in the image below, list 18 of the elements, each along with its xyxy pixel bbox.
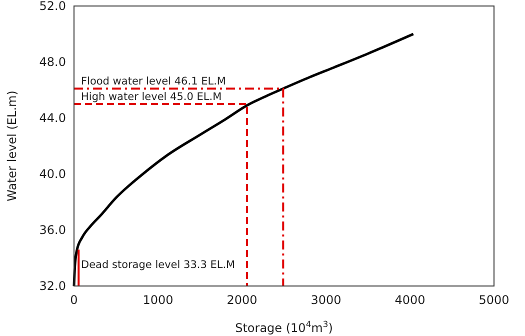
x-tick-label: 1000: [142, 293, 174, 307]
x-tick-label: 2000: [226, 293, 258, 307]
y-tick-label: 32.0: [39, 279, 66, 293]
x-tick-label: 0: [70, 293, 78, 307]
line-series: [72, 32, 415, 288]
y-tick-label: 36.0: [39, 223, 66, 237]
x-tick-label: 4000: [394, 293, 426, 307]
x-tick-label: 5000: [478, 293, 510, 307]
x-axis-title: Storage (10$^{4}$m$^{3}$): [235, 319, 333, 335]
y-tick-label: 40.0: [39, 167, 66, 181]
y-tick-label: 52.0: [39, 0, 66, 13]
annotation: Dead storage level 33.3 EL.M: [81, 259, 236, 271]
y-tick-label: 48.0: [39, 55, 66, 69]
x-tick-label: 3000: [310, 293, 342, 307]
annotation: Flood water level 46.1 EL.M: [81, 76, 226, 88]
annotation: High water level 45.0 EL.M: [81, 91, 222, 103]
y-tick-label: 44.0: [39, 111, 66, 125]
y-axis-title: Water level (EL.m): [5, 90, 19, 202]
